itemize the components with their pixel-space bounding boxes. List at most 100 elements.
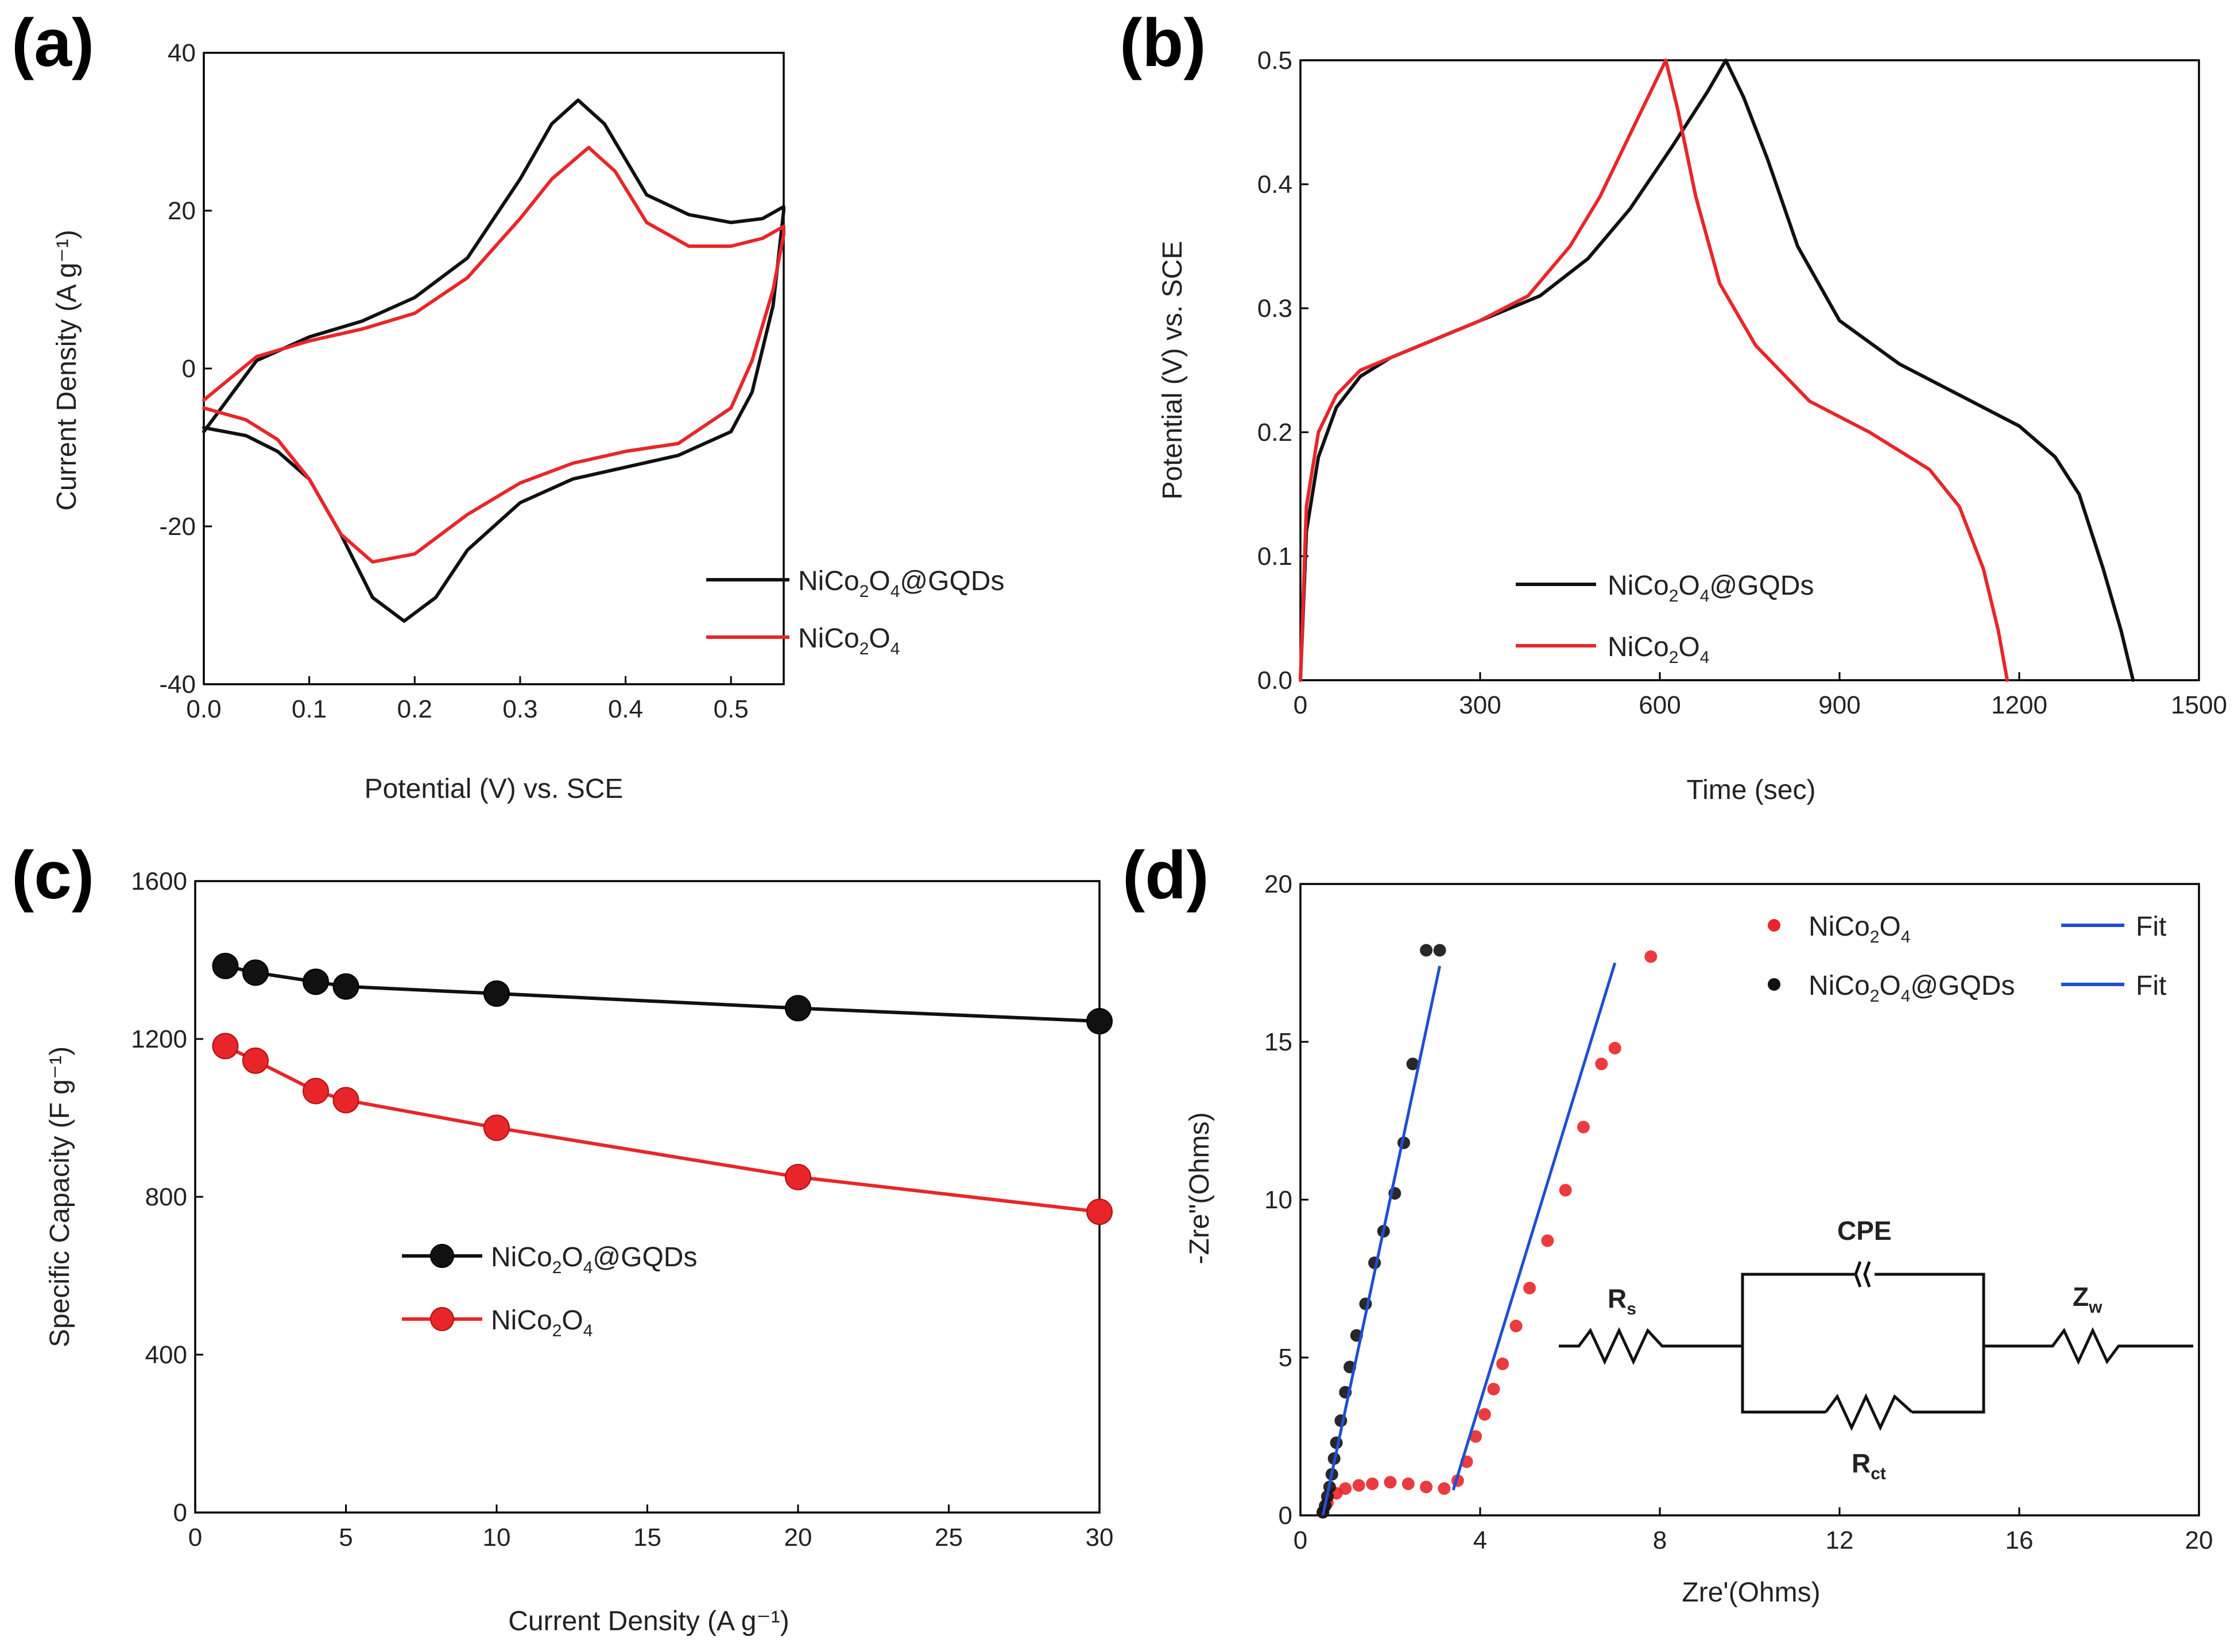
panel-c-series-1-point bbox=[332, 1087, 359, 1114]
y-tick-label: 20 bbox=[1264, 870, 1292, 898]
circuit-label-zw-sub: w bbox=[2088, 1298, 2103, 1317]
x-tick-label: 0 bbox=[1294, 691, 1307, 719]
panel-a-legend: NiCo2O4@GQDs NiCo2O4 bbox=[706, 566, 1004, 658]
panel-d-legend: NiCo2O4 Fit NiCo2O4@GQDs Fit bbox=[1768, 912, 2166, 1006]
panel-b-legend: NiCo2O4@GQDs NiCo2O4 bbox=[1516, 571, 1814, 667]
panel-c-series-0-point bbox=[303, 968, 329, 995]
panel-d-series-0-point bbox=[1595, 1057, 1608, 1071]
panel-c-legend-nico-text: NiCo2O4 bbox=[491, 1305, 593, 1340]
panel-a-x-axis-label: Potential (V) vs. SCE bbox=[365, 774, 624, 804]
circuit-wire-in bbox=[1559, 1327, 1743, 1365]
x-tick-label: 600 bbox=[1639, 691, 1681, 719]
panel-d-series-1-point bbox=[1420, 944, 1433, 957]
y-tick-label: 0.2 bbox=[1257, 418, 1292, 447]
panel-b-label: (b) bbox=[1120, 5, 1206, 81]
circuit-cpe-symbol bbox=[1854, 1261, 1871, 1288]
panel-b-series-0-line bbox=[1299, 59, 2135, 682]
panel-c-y-ticks: 1600 1200 800 400 0 bbox=[131, 867, 203, 1527]
panel-a-series-1-line bbox=[202, 146, 785, 564]
panel-a-series-0-line bbox=[202, 98, 785, 623]
x-tick-label: 0.0 bbox=[186, 695, 221, 723]
circuit-label-zw: Zw bbox=[2073, 1282, 2103, 1317]
panel-a-series-layer bbox=[202, 98, 785, 623]
panel-a-label: (a) bbox=[11, 5, 94, 81]
panel-d-series-layer bbox=[1317, 944, 1658, 1519]
panel-d-series-0-point bbox=[1496, 1358, 1509, 1370]
panel-c-label: (c) bbox=[11, 837, 94, 913]
panel-d-legend-marker-nico bbox=[1768, 919, 1780, 932]
panel-c-series-0-point bbox=[1086, 1008, 1113, 1035]
panel-c-series-0-point bbox=[785, 995, 811, 1022]
panel-c-series-1-point bbox=[785, 1164, 811, 1190]
x-tick-label: 1500 bbox=[2171, 691, 2227, 719]
x-tick-label: 30 bbox=[1086, 1523, 1114, 1552]
circuit-label-rct-sub: ct bbox=[1871, 1464, 1886, 1483]
y-tick-label: 40 bbox=[168, 39, 196, 67]
panel-d-frame bbox=[1299, 883, 2200, 1517]
circuit-label-cpe: CPE bbox=[1837, 1216, 1892, 1246]
x-tick-label: 10 bbox=[483, 1523, 511, 1552]
panel-c-series-0-point bbox=[332, 973, 359, 1000]
y-tick-label: 1200 bbox=[131, 1025, 187, 1053]
panel-d-x-axis-label: Zre'(Ohms) bbox=[1682, 1577, 1820, 1608]
panel-d-series-0-point bbox=[1523, 1282, 1536, 1294]
circuit-label-rs-sub: s bbox=[1627, 1300, 1636, 1319]
panel-b-series-layer bbox=[1299, 59, 2135, 682]
panel-c-legend: NiCo2O4@GQDs NiCo2O4 bbox=[402, 1242, 697, 1340]
panel-d-eis-plot: (d) 0 4 8 12 16 20 20 15 10 5 0 Zre'(Ohms) -Zre"(… bbox=[1122, 837, 2213, 1608]
panel-d-series-0-point bbox=[1577, 1120, 1590, 1134]
panel-d-series-0-point bbox=[1401, 1478, 1415, 1490]
panel-d-series-0-point bbox=[1469, 1430, 1482, 1443]
circuit-label-rct: Rct bbox=[1852, 1448, 1886, 1483]
panel-c-legend-marker-gqds bbox=[430, 1244, 454, 1268]
y-tick-label: -20 bbox=[159, 513, 196, 541]
panel-d-label: (d) bbox=[1122, 837, 1209, 913]
panel-a-frame bbox=[203, 52, 785, 685]
panel-d-series-0-point bbox=[1541, 1234, 1554, 1247]
panel-d-y-ticks: 20 15 10 5 0 bbox=[1264, 870, 1308, 1530]
panel-c-series-1-point bbox=[212, 1033, 239, 1060]
circuit-parallel-box bbox=[1741, 1273, 1985, 1414]
x-tick-label: 15 bbox=[633, 1523, 661, 1552]
panel-c-series-0-point bbox=[242, 959, 269, 986]
x-tick-label: 16 bbox=[2005, 1526, 2034, 1554]
panel-b-series-1-line bbox=[1299, 59, 2009, 682]
panel-c-legend-marker-nico bbox=[430, 1307, 454, 1331]
x-tick-label: 12 bbox=[1826, 1526, 1854, 1554]
x-tick-label: 900 bbox=[1818, 691, 1860, 719]
panel-d-series-0-point bbox=[1608, 1042, 1621, 1054]
panel-d-series-0-point bbox=[1352, 1479, 1365, 1492]
y-tick-label: 10 bbox=[1264, 1186, 1292, 1214]
panel-a-legend-nico-text: NiCo2O4 bbox=[798, 623, 900, 658]
y-tick-label: 5 bbox=[1279, 1344, 1292, 1372]
circuit-label-rct-main: R bbox=[1852, 1448, 1871, 1478]
panel-d-series-0-point bbox=[1644, 950, 1658, 963]
x-tick-label: 0 bbox=[188, 1523, 202, 1552]
panel-a-x-ticks: 0.0 0.1 0.2 0.3 0.4 0.5 bbox=[186, 676, 749, 723]
x-tick-label: 0.4 bbox=[608, 695, 643, 723]
y-tick-label: 0.3 bbox=[1257, 294, 1292, 323]
panel-d-y-axis-label: -Zre"(Ohms) bbox=[1184, 1112, 1215, 1264]
circuit-label-rs-main: R bbox=[1608, 1283, 1627, 1313]
panel-c-y-axis-label: Specific Capacity (F g⁻¹) bbox=[45, 1046, 75, 1347]
panel-b-legend-gqds-text: NiCo2O4@GQDs bbox=[1608, 571, 1814, 606]
panel-d-series-0-point bbox=[1509, 1320, 1523, 1332]
x-tick-label: 0 bbox=[1294, 1526, 1307, 1554]
panel-d-legend-fit-text-2: Fit bbox=[2136, 971, 2166, 1001]
panel-c-series-layer bbox=[212, 952, 1113, 1226]
panel-a-y-ticks: 40 20 0 -20 -40 bbox=[159, 39, 212, 699]
panel-b-y-axis-label: Potential (V) vs. SCE bbox=[1157, 241, 1188, 500]
y-tick-label: 0 bbox=[182, 355, 196, 383]
panel-d-series-1-point bbox=[1406, 1057, 1419, 1071]
panel-a-legend-gqds-text: NiCo2O4@GQDs bbox=[798, 566, 1004, 601]
y-tick-label: -40 bbox=[159, 670, 196, 699]
panel-c-series-1-point bbox=[1086, 1199, 1113, 1226]
x-tick-label: 4 bbox=[1473, 1526, 1487, 1554]
panel-d-series-0-point bbox=[1420, 1480, 1433, 1494]
panel-d-series-0-point bbox=[1478, 1408, 1491, 1421]
panel-b-x-axis-label: Time (sec) bbox=[1687, 775, 1816, 805]
panel-c-capacity-plot: (c) 0 5 10 15 20 25 30 1600 1200 800 400 0 Current… bbox=[11, 837, 1113, 1637]
x-tick-label: 20 bbox=[2185, 1526, 2213, 1554]
y-tick-label: 1600 bbox=[131, 867, 187, 895]
